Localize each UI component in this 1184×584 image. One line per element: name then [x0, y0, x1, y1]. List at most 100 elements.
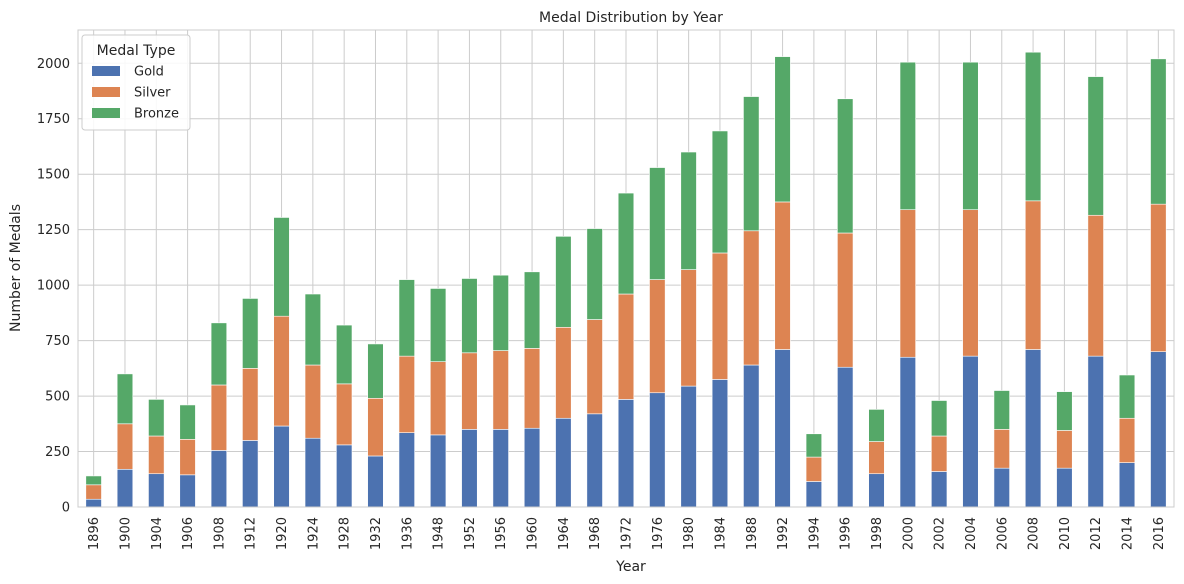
bar-gold-1908 [210, 450, 228, 508]
bar-bronze-2006 [993, 390, 1010, 430]
x-tick-label: 1996 [839, 517, 854, 550]
x-tick-label: 2014 [1121, 517, 1136, 550]
bar-bronze-1988 [743, 96, 760, 232]
bar-gold-1924 [304, 437, 321, 508]
x-tick-label: 1956 [494, 517, 509, 550]
y-tick-label: 2000 [37, 57, 70, 72]
bar-silver-1980 [680, 269, 697, 387]
bar-silver-1896 [85, 484, 102, 500]
bar-silver-2002 [931, 435, 948, 472]
legend-swatch-gold [92, 66, 120, 76]
bar-silver-2006 [993, 429, 1010, 469]
bar-silver-1908 [210, 384, 228, 451]
bar-bronze-1952 [461, 278, 478, 354]
bar-silver-2014 [1118, 417, 1136, 463]
bar-silver-2016 [1150, 203, 1167, 352]
x-tick-label: 1900 [118, 517, 133, 550]
bar-gold-1984 [711, 379, 729, 508]
bar-gold-2000 [899, 356, 916, 508]
x-tick-label: 2002 [933, 517, 948, 550]
x-tick-label: 1952 [463, 517, 478, 550]
x-tick-label: 1972 [620, 517, 635, 550]
bar-silver-1924 [304, 364, 321, 439]
bar-silver-1948 [429, 361, 447, 436]
bar-silver-1964 [555, 326, 572, 419]
bar-bronze-1994 [805, 433, 823, 458]
x-tick-label: 2004 [964, 517, 979, 550]
bar-bronze-1960 [523, 271, 541, 349]
legend-items: Gold Silver Bronze [92, 65, 179, 122]
y-tick-label: 250 [45, 445, 70, 460]
bar-bronze-1976 [649, 167, 666, 280]
bar-gold-1952 [461, 429, 478, 508]
bar-silver-1976 [649, 279, 666, 394]
bar-silver-1932 [367, 397, 384, 457]
bar-gold-1948 [429, 434, 447, 508]
bar-gold-2006 [993, 467, 1010, 508]
bar-silver-2012 [1087, 214, 1104, 357]
bar-bronze-1992 [774, 56, 791, 203]
bar-gold-1956 [492, 429, 509, 508]
bar-silver-1960 [523, 348, 541, 429]
legend-title: Medal Type [97, 43, 176, 59]
bar-gold-1960 [523, 427, 541, 508]
bar-bronze-1904 [148, 399, 165, 437]
bar-bronze-1968 [586, 228, 603, 320]
x-tick-label: 1906 [181, 517, 196, 550]
bar-gold-1972 [617, 399, 635, 508]
bar-gold-1928 [336, 444, 353, 508]
x-tick-label: 1896 [87, 517, 102, 550]
bar-silver-1972 [617, 293, 635, 400]
legend-label-gold: Gold [134, 65, 164, 80]
y-tick-label: 0 [62, 501, 70, 516]
y-tick-label: 1750 [37, 112, 70, 127]
x-tick-label: 1998 [870, 517, 885, 550]
bar-gold-2016 [1150, 351, 1167, 508]
bar-silver-1928 [336, 383, 353, 446]
y-tick-label: 1500 [37, 168, 70, 183]
x-tick-label: 1960 [526, 517, 541, 550]
bar-bronze-1912 [242, 298, 259, 369]
bar-bronze-1928 [336, 324, 353, 385]
bar-silver-2008 [1024, 200, 1042, 350]
bar-silver-1936 [398, 355, 415, 433]
bar-bronze-2004 [962, 61, 979, 211]
bar-gold-2010 [1056, 467, 1073, 508]
bar-bronze-2000 [899, 61, 916, 211]
x-tick-label: 2000 [901, 517, 916, 550]
x-tick-label: 2008 [1027, 517, 1042, 550]
bar-gold-1996 [837, 366, 854, 508]
bar-gold-1936 [398, 432, 415, 508]
y-tick-label: 750 [45, 334, 70, 349]
y-tick-label: 500 [45, 390, 70, 405]
x-tick-label: 1988 [745, 517, 760, 550]
bar-bronze-1896 [85, 475, 102, 486]
x-tick-label: 1992 [776, 517, 791, 550]
bar-gold-2008 [1024, 349, 1042, 508]
bar-bronze-2002 [931, 400, 948, 437]
bar-gold-1994 [805, 481, 823, 508]
x-tick-label: 1912 [244, 517, 259, 550]
bar-gold-2004 [962, 355, 979, 508]
bar-bronze-1932 [367, 343, 384, 399]
bar-bronze-1956 [492, 274, 509, 351]
bar-bronze-1906 [179, 404, 196, 440]
bar-gold-1900 [116, 468, 134, 508]
bar-gold-1992 [774, 349, 791, 508]
bar-silver-1920 [273, 315, 290, 427]
chart-title: Medal Distribution by Year [539, 10, 723, 26]
bar-silver-1912 [242, 368, 259, 441]
bar-bronze-1920 [273, 217, 290, 317]
x-tick-label: 2006 [995, 517, 1010, 550]
bar-bronze-2014 [1118, 374, 1136, 419]
bar-silver-1984 [711, 252, 729, 380]
x-tick-label: 2016 [1152, 517, 1167, 550]
x-tick-label: 1964 [557, 517, 572, 550]
bar-bronze-1924 [304, 293, 321, 366]
bars [85, 51, 1167, 508]
bar-gold-1968 [586, 413, 603, 508]
bar-bronze-1936 [398, 279, 415, 357]
legend: Medal Type Gold Silver Bronze [81, 34, 191, 131]
bar-gold-2012 [1087, 355, 1104, 508]
